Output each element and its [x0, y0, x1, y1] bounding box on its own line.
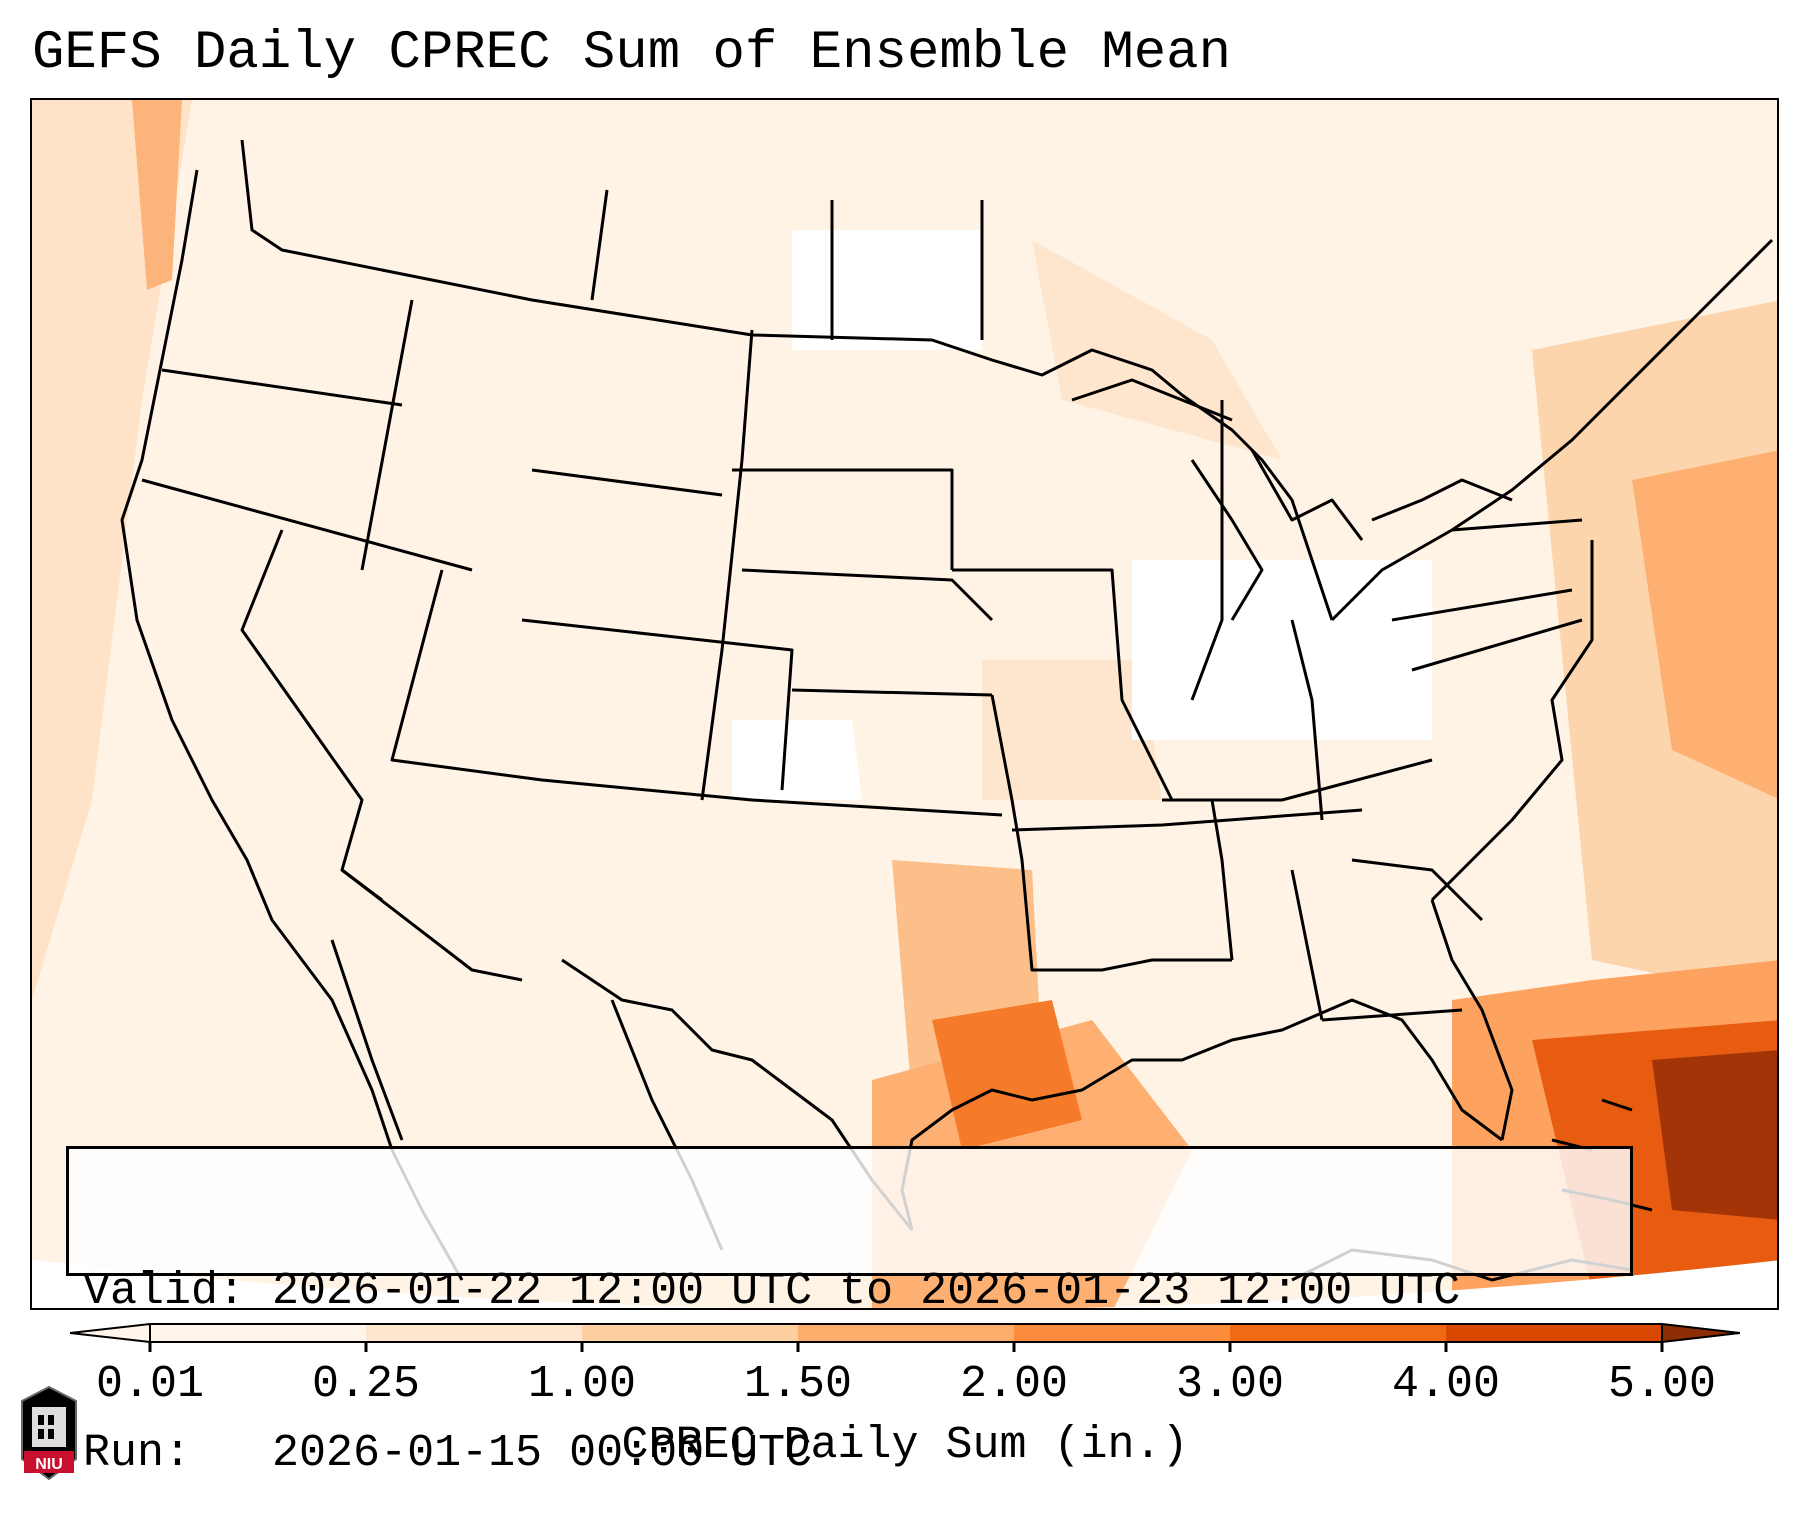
run-line: Run: 2026-01-15 00:00 UTC: [83, 1427, 1616, 1481]
colorbar-outline: [149, 1323, 1663, 1343]
map-canvas: [32, 100, 1777, 1308]
colorbar-tick-label: 1.00: [527, 1359, 637, 1410]
colorbar: [70, 1322, 1740, 1352]
colorbar-tick-label: 0.01: [95, 1359, 205, 1410]
colorbar-min-extension: [70, 1322, 151, 1344]
colorbar-segments: [70, 1322, 1740, 1344]
colorbar-tick-label: 3.00: [1175, 1359, 1285, 1410]
precipitation-map: [30, 98, 1779, 1310]
colorbar-tick-label: 4.00: [1391, 1359, 1501, 1410]
colorbar-ticks: [148, 1342, 1664, 1352]
run-value: 2026-01-15 00:00 UTC: [272, 1428, 813, 1479]
colorbar-tick-label: 1.50: [743, 1359, 853, 1410]
colorbar-tick-label: 0.25: [311, 1359, 421, 1410]
colorbar-segment: [1014, 1324, 1230, 1342]
map-title: GEFS Daily CPREC Sum of Ensemble Mean: [32, 23, 1231, 84]
valid-value: 2026-01-22 12:00 UTC to 2026-01-23 12:00…: [272, 1266, 1461, 1317]
niu-logo: NIU: [21, 1385, 77, 1481]
valid-label: Valid:: [83, 1266, 246, 1317]
colorbar-tick-label: 5.00: [1607, 1359, 1717, 1410]
colorbar-segment: [1230, 1324, 1446, 1342]
colorbar-label: CPREC Daily Sum (in.): [621, 1420, 1189, 1471]
info-box: Valid: 2026-01-22 12:00 UTC to 2026-01-2…: [66, 1146, 1633, 1479]
svg-text:NIU: NIU: [35, 1456, 63, 1473]
valid-line: Valid: 2026-01-22 12:00 UTC to 2026-01-2…: [83, 1265, 1616, 1319]
projection-edge: [32, 1260, 1777, 1308]
colorbar-segment: [798, 1324, 1014, 1342]
colorbar-segment: [582, 1324, 798, 1342]
colorbar-segment: [1446, 1324, 1662, 1342]
colorbar-max-extension: [1661, 1322, 1740, 1344]
colorbar-segment: [150, 1324, 366, 1342]
colorbar-tick-label: 2.00: [959, 1359, 1069, 1410]
run-label: Run:: [83, 1428, 246, 1479]
colorbar-segment: [366, 1324, 582, 1342]
